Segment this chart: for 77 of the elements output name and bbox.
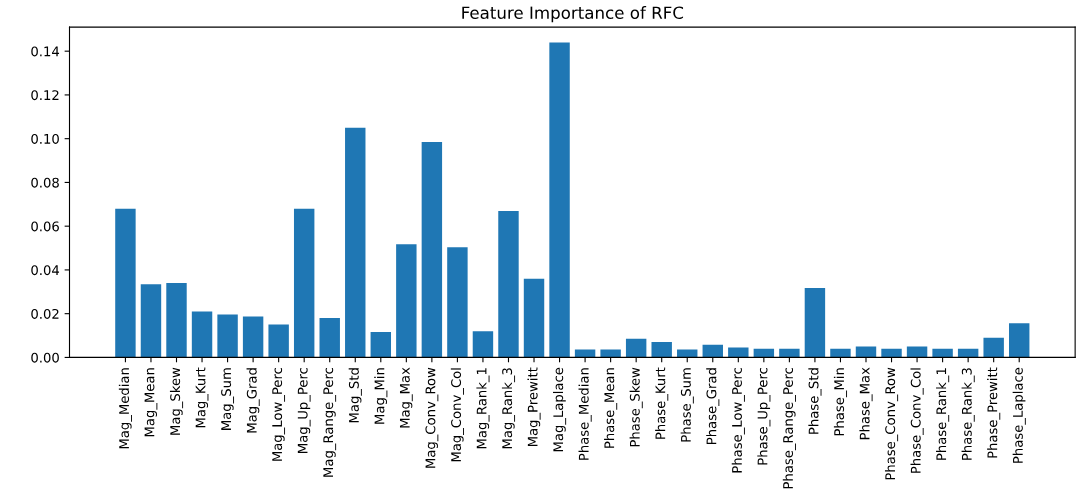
y-tick-label: 0.10 <box>31 133 59 144</box>
x-tick-label: Phase_Up_Perc <box>757 367 771 465</box>
bar <box>217 314 238 358</box>
bar <box>983 337 1004 358</box>
x-tick-label: Phase_Std <box>808 368 822 434</box>
bar <box>293 208 315 358</box>
x-tick-label: Phase_Median <box>578 368 592 460</box>
x-tick-label: Phase_Rank_1 <box>936 368 950 460</box>
x-tick-label: Mag_Prewitt <box>527 367 541 447</box>
bar <box>1009 323 1030 358</box>
bar <box>932 348 953 358</box>
bar <box>702 344 723 358</box>
bar <box>191 311 213 358</box>
x-tick-label: Mag_Max <box>399 367 413 428</box>
y-tick-label: 0.14 <box>31 46 60 57</box>
bar <box>370 332 392 358</box>
x-tick-label: Mag_Conv_Row <box>425 367 439 468</box>
bar <box>728 347 749 358</box>
x-tick-label: Phase_Min <box>833 368 848 436</box>
bar <box>268 324 289 358</box>
y-tick-label: 0.08 <box>31 177 59 188</box>
bar <box>906 346 928 358</box>
x-tick-label: Phase_Conv_Col <box>910 368 924 473</box>
x-tick-label: Phase_Mean <box>604 368 618 448</box>
x-tick-label: Phase_Range_Perc <box>782 367 796 489</box>
bar <box>804 288 826 358</box>
x-tick-label: Phase_Prewitt <box>987 367 1001 458</box>
x-tick-label: Phase_Rank_3 <box>961 368 975 460</box>
x-tick-label: Mag_Low_Perc <box>272 367 286 461</box>
chart-title: Feature Importance of RFC <box>462 6 684 23</box>
bar <box>242 316 264 358</box>
x-tick-label: Mag_Laplace <box>552 367 567 452</box>
x-tick-label: Phase_Skew <box>629 367 643 447</box>
bar <box>855 346 877 358</box>
x-tick-label: Mag_Std <box>348 368 362 423</box>
x-tick-label: Mag_Grad <box>246 368 260 433</box>
x-tick-label: Mag_Min <box>374 368 388 424</box>
bar <box>881 348 902 358</box>
bar <box>549 42 570 358</box>
x-tick-label: Mag_Sum <box>221 368 235 430</box>
bar <box>421 141 443 358</box>
bar <box>166 283 187 358</box>
x-tick-label: Phase_Kurt <box>655 367 669 439</box>
x-tick-label: Phase_Sum <box>680 368 694 442</box>
x-tick-label: Mag_Range_Perc <box>323 367 337 477</box>
bar <box>600 349 621 358</box>
x-tick-label: Mag_Up_Perc <box>297 367 311 453</box>
x-tick-label: Mag_Rank_1 <box>476 368 490 449</box>
y-tick-label: 0.04 <box>31 265 60 276</box>
x-tick-label: Phase_Max <box>859 367 873 440</box>
bar <box>396 244 417 358</box>
x-tick-label: Mag_Kurt <box>195 367 209 428</box>
x-tick-label: Phase_Conv_Row <box>884 367 899 480</box>
bar <box>319 318 340 358</box>
bar <box>115 208 136 358</box>
x-tick-label: Mag_Median <box>118 368 132 449</box>
bar <box>523 278 545 358</box>
bar <box>345 127 366 358</box>
bar <box>830 348 851 358</box>
bar <box>447 247 468 358</box>
x-tick-label: Phase_Laplace <box>1012 367 1026 463</box>
bar <box>498 211 519 358</box>
y-tick-label: 0.00 <box>31 352 59 363</box>
bar <box>625 338 647 358</box>
y-tick-label: 0.06 <box>31 221 59 232</box>
x-tick-label: Mag_Rank_3 <box>501 368 516 449</box>
x-tick-label: Mag_Mean <box>144 368 158 437</box>
y-tick-label: 0.12 <box>31 90 59 101</box>
x-tick-label: Phase_Grad <box>706 368 720 444</box>
bar <box>140 284 162 358</box>
bar <box>472 331 494 358</box>
x-tick-label: Mag_Skew <box>169 367 184 435</box>
bar <box>651 341 672 358</box>
y-tick-label: 0.02 <box>31 308 59 319</box>
x-tick-label: Phase_Low_Perc <box>731 367 745 473</box>
bar <box>779 348 800 358</box>
x-tick-label: Mag_Conv_Col <box>450 368 464 462</box>
